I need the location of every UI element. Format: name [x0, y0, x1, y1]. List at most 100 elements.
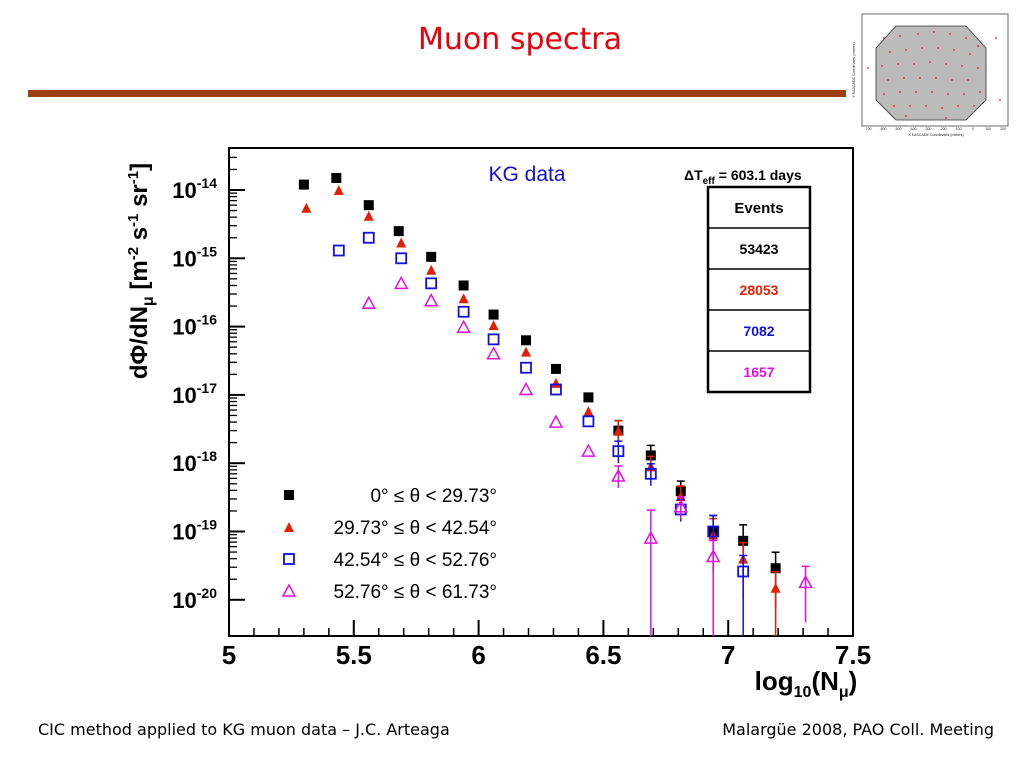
inset-x-tick: -700	[864, 127, 871, 131]
table-header: Events	[734, 200, 783, 217]
data-point	[426, 264, 437, 275]
inset-x-tick: 0	[972, 127, 974, 131]
station-dot	[905, 49, 907, 51]
array-footprint	[875, 25, 987, 121]
y-axis-label: dΦ/dNμ [m-2 s-1 sr-1]	[125, 163, 157, 379]
data-point	[521, 335, 532, 346]
data-point	[737, 565, 750, 578]
data-point	[550, 363, 561, 374]
inset-x-tick: -300	[924, 127, 931, 131]
station-dot	[893, 105, 895, 107]
station-dot	[931, 91, 933, 93]
y-tick-label: 10-20	[172, 585, 217, 613]
series-4	[361, 275, 813, 636]
y-tick-label: 10-15	[172, 243, 217, 271]
x-tick-labels: 5 5.5 6 6.5 7 7.5	[222, 620, 871, 670]
x-tick-label: 6	[471, 640, 485, 670]
inset-y-axis-label: Y KASCADE Coordinates (meters)	[852, 42, 856, 97]
station-dot	[881, 65, 883, 67]
data-point	[458, 280, 469, 291]
inset-x-tick: 100	[985, 127, 991, 131]
data-point	[458, 293, 469, 304]
data-point	[333, 185, 344, 195]
legend-entry: 0° ≤ θ < 29.73°	[370, 486, 497, 507]
data-point	[550, 377, 561, 388]
station-dot	[979, 91, 981, 93]
title-divider	[28, 90, 878, 97]
data-point	[486, 346, 501, 360]
data-point	[425, 277, 438, 290]
data-point	[581, 443, 596, 457]
data-point	[488, 320, 499, 331]
y-tick-label: 10-14	[172, 175, 217, 203]
data-point	[583, 392, 594, 403]
inset-x-tick: -400	[909, 127, 916, 131]
station-dot	[951, 79, 953, 81]
table-border	[706, 185, 812, 394]
y-tick-label: 10-16	[172, 312, 217, 340]
y-tick-label: 10-17	[172, 380, 217, 408]
inset-x-tick: 200	[1000, 127, 1006, 131]
data-point	[550, 383, 562, 396]
series-3	[332, 231, 750, 636]
station-dot	[921, 47, 923, 49]
x-tick-label: 7	[721, 640, 735, 670]
legend-marker	[281, 583, 297, 597]
inset-x-tick: -100	[954, 127, 961, 131]
data-point	[645, 450, 656, 461]
data-point	[332, 244, 345, 257]
footer-left: CIC method applied to KG muon data – J.C…	[38, 720, 450, 739]
data-point	[643, 530, 659, 544]
station-dot	[965, 37, 967, 39]
station-dot	[977, 45, 979, 47]
station-dot	[909, 105, 911, 107]
data-point	[331, 172, 342, 183]
station-dot	[899, 35, 901, 37]
inset-x-axis-label: X KASCADE Coordinates (meters)	[908, 133, 963, 137]
station-dot	[995, 37, 997, 39]
table-cell: 7082	[743, 323, 774, 339]
station-dot	[977, 67, 979, 69]
detector-stations	[867, 31, 1001, 119]
data-point	[582, 415, 595, 428]
inset-x-tick: -200	[939, 127, 946, 131]
station-dot	[945, 117, 947, 119]
station-dot	[969, 53, 971, 55]
x-tick-label: 5.5	[336, 640, 372, 670]
data-point	[393, 275, 409, 290]
data-point	[301, 202, 312, 213]
table-cell: 53423	[740, 241, 779, 257]
data-point	[426, 251, 437, 262]
station-dot	[937, 47, 939, 49]
data-point	[395, 252, 408, 265]
legend: 0° ≤ θ < 29.73° 29.73° ≤ θ < 42.54° 42.54°…	[281, 486, 497, 603]
station-dot	[925, 105, 927, 107]
data-point	[738, 535, 749, 546]
data-point	[363, 200, 374, 211]
data-point	[521, 346, 532, 357]
station-dot	[999, 99, 1001, 101]
data-point	[393, 226, 404, 237]
y-tick-labels: 10-14 10-15 10-16 10-17 10-18 10-19 10-20	[172, 156, 245, 613]
station-dot	[945, 63, 947, 65]
station-dot	[905, 115, 907, 117]
footer-right: Malargüe 2008, PAO Coll. Meeting	[722, 720, 994, 739]
data-point	[613, 425, 624, 436]
station-dot	[915, 91, 917, 93]
x-tick-label: 7.5	[835, 640, 871, 670]
station-dot	[919, 77, 921, 79]
inset-detector-map: X KASCADE Coordinates (meters) Y KASCADE…	[846, 8, 1016, 138]
station-dot	[887, 79, 889, 81]
data-point	[707, 525, 720, 538]
x-tick-label: 5	[222, 640, 236, 670]
station-dot	[933, 31, 935, 33]
station-dot	[897, 63, 899, 65]
x-tick-label: 6.5	[585, 640, 621, 670]
table-cell: 28053	[740, 282, 779, 298]
station-dot	[949, 33, 951, 35]
data-point	[396, 237, 407, 248]
station-dot	[947, 93, 949, 95]
station-dot	[941, 107, 943, 109]
data-point	[361, 295, 377, 309]
station-dot	[953, 49, 955, 51]
